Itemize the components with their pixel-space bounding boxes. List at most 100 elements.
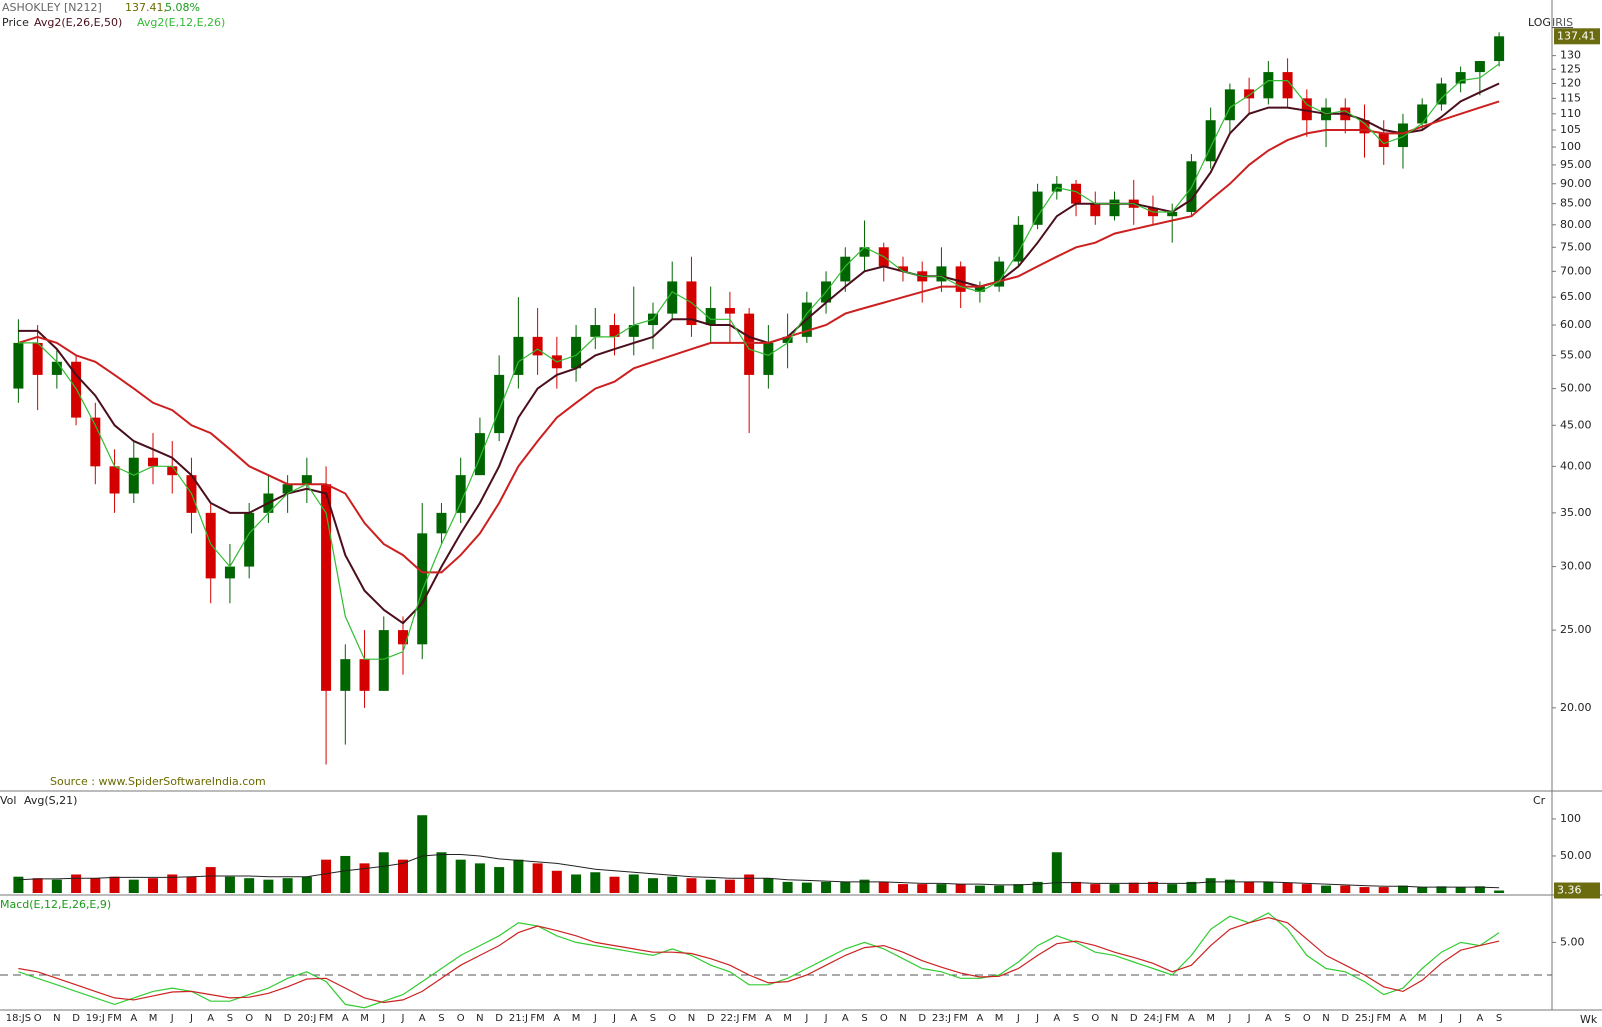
y-tick-label: 30.00 (1560, 560, 1592, 573)
volume-bar (628, 874, 639, 893)
candle-body (994, 261, 1005, 287)
x-tick-label: 25:J (1355, 1013, 1374, 1024)
volume-bar (1167, 884, 1178, 893)
volume-bar (1455, 887, 1466, 893)
y-tick-label: 80.00 (1560, 218, 1592, 231)
x-tick-label: A (130, 1013, 137, 1024)
x-tick-label: O (457, 1013, 465, 1024)
volume-bar (647, 878, 658, 893)
volume-bar (1321, 885, 1332, 893)
volume-bar (32, 878, 43, 893)
volume-bar (1071, 881, 1082, 893)
panel-title: Vol (0, 794, 16, 807)
volume-bar (1436, 886, 1447, 893)
x-tick-label: N (476, 1013, 483, 1024)
volume-bar (148, 878, 159, 893)
x-tick-label: A (630, 1013, 637, 1024)
y-tick-label: 70.00 (1560, 264, 1592, 277)
x-tick-label: A (1053, 1013, 1060, 1024)
candle-body (705, 308, 716, 326)
volume-bar (744, 874, 755, 893)
x-tick-label: S (861, 1013, 867, 1024)
candle-body (1263, 72, 1274, 99)
candle-body (1205, 120, 1216, 162)
candle-body (13, 342, 24, 389)
volume-bar (244, 878, 255, 893)
candle-body (417, 533, 428, 645)
x-tick-label: A (207, 1013, 214, 1024)
y-tick-label: 95.00 (1560, 158, 1592, 171)
volume-bar (1051, 852, 1062, 893)
candle-body (628, 325, 639, 337)
volume-bar (609, 876, 620, 893)
x-tick-label: J (804, 1013, 808, 1024)
volume-bar (1494, 890, 1505, 893)
y-tick-label: 5.00 (1560, 935, 1585, 948)
x-tick-label: FM (1377, 1013, 1391, 1024)
volume-bar (1244, 881, 1255, 893)
x-tick-label: M (995, 1013, 1004, 1024)
y-tick-label: 45.00 (1560, 418, 1592, 431)
candle-body (1474, 61, 1485, 73)
x-tick-label: J (189, 1013, 193, 1024)
volume-bar (1013, 884, 1024, 893)
volume-bar (513, 859, 524, 893)
candle-body (840, 256, 851, 282)
x-tick-label: O (245, 1013, 253, 1024)
legend-entry: Avg(S,21) (24, 794, 77, 807)
volume-bar (128, 879, 139, 893)
volume-bar (1147, 881, 1158, 893)
x-tick-label: S (227, 1013, 233, 1024)
volume-bar (667, 876, 678, 893)
x-tick-label: 24:J (1143, 1013, 1162, 1024)
volume-bar (571, 874, 582, 893)
x-tick-label: FM (1165, 1013, 1179, 1024)
x-tick-label: FM (530, 1013, 544, 1024)
candle-body (1494, 36, 1505, 62)
candle-body (897, 266, 908, 272)
y-tick-label: 115 (1560, 91, 1581, 104)
x-tick-label: M (149, 1013, 158, 1024)
volume-bar (1301, 884, 1312, 893)
candle-body (1013, 224, 1024, 262)
candle-body (321, 484, 332, 691)
chart-title: ASHOKLEY [N212] (2, 1, 102, 14)
volume-average-line (18, 854, 1500, 889)
candle-body (167, 466, 178, 476)
x-axis-label: Wk (1580, 1013, 1598, 1026)
x-tick-label: A (1400, 1013, 1407, 1024)
volume-bar (378, 852, 389, 893)
volume-bar (878, 881, 889, 893)
volume-bar (705, 879, 716, 893)
candle-body (782, 336, 793, 343)
x-tick-label: O (34, 1013, 42, 1024)
volume-bar (1282, 882, 1293, 893)
y-tick-label: 100 (1560, 140, 1581, 153)
x-tick-label: A (419, 1013, 426, 1024)
candle-body (1378, 133, 1389, 148)
x-tick-label: N (265, 1013, 272, 1024)
x-tick-label: A (342, 1013, 349, 1024)
candle-body (667, 281, 678, 314)
x-tick-label: M (1206, 1013, 1215, 1024)
volume-bar (71, 874, 82, 893)
x-tick-label: S (650, 1013, 656, 1024)
volume-bar (1109, 884, 1120, 893)
volume-bar (455, 859, 466, 893)
candle-body (51, 361, 62, 375)
volume-bar (398, 859, 408, 893)
candle-body (936, 266, 947, 282)
candle-body (1090, 203, 1101, 217)
x-tick-label: A (1265, 1013, 1272, 1024)
scale-label: LOG (1528, 16, 1551, 29)
candle-body (609, 325, 620, 337)
x-tick-label: S (1284, 1013, 1290, 1024)
x-tick-label: J (593, 1013, 597, 1024)
price-text: 137.41, (125, 1, 167, 14)
volume-bar (224, 876, 235, 893)
volume-bar (936, 884, 947, 893)
volume-bar (1397, 885, 1408, 893)
volume-bar (1417, 887, 1428, 893)
